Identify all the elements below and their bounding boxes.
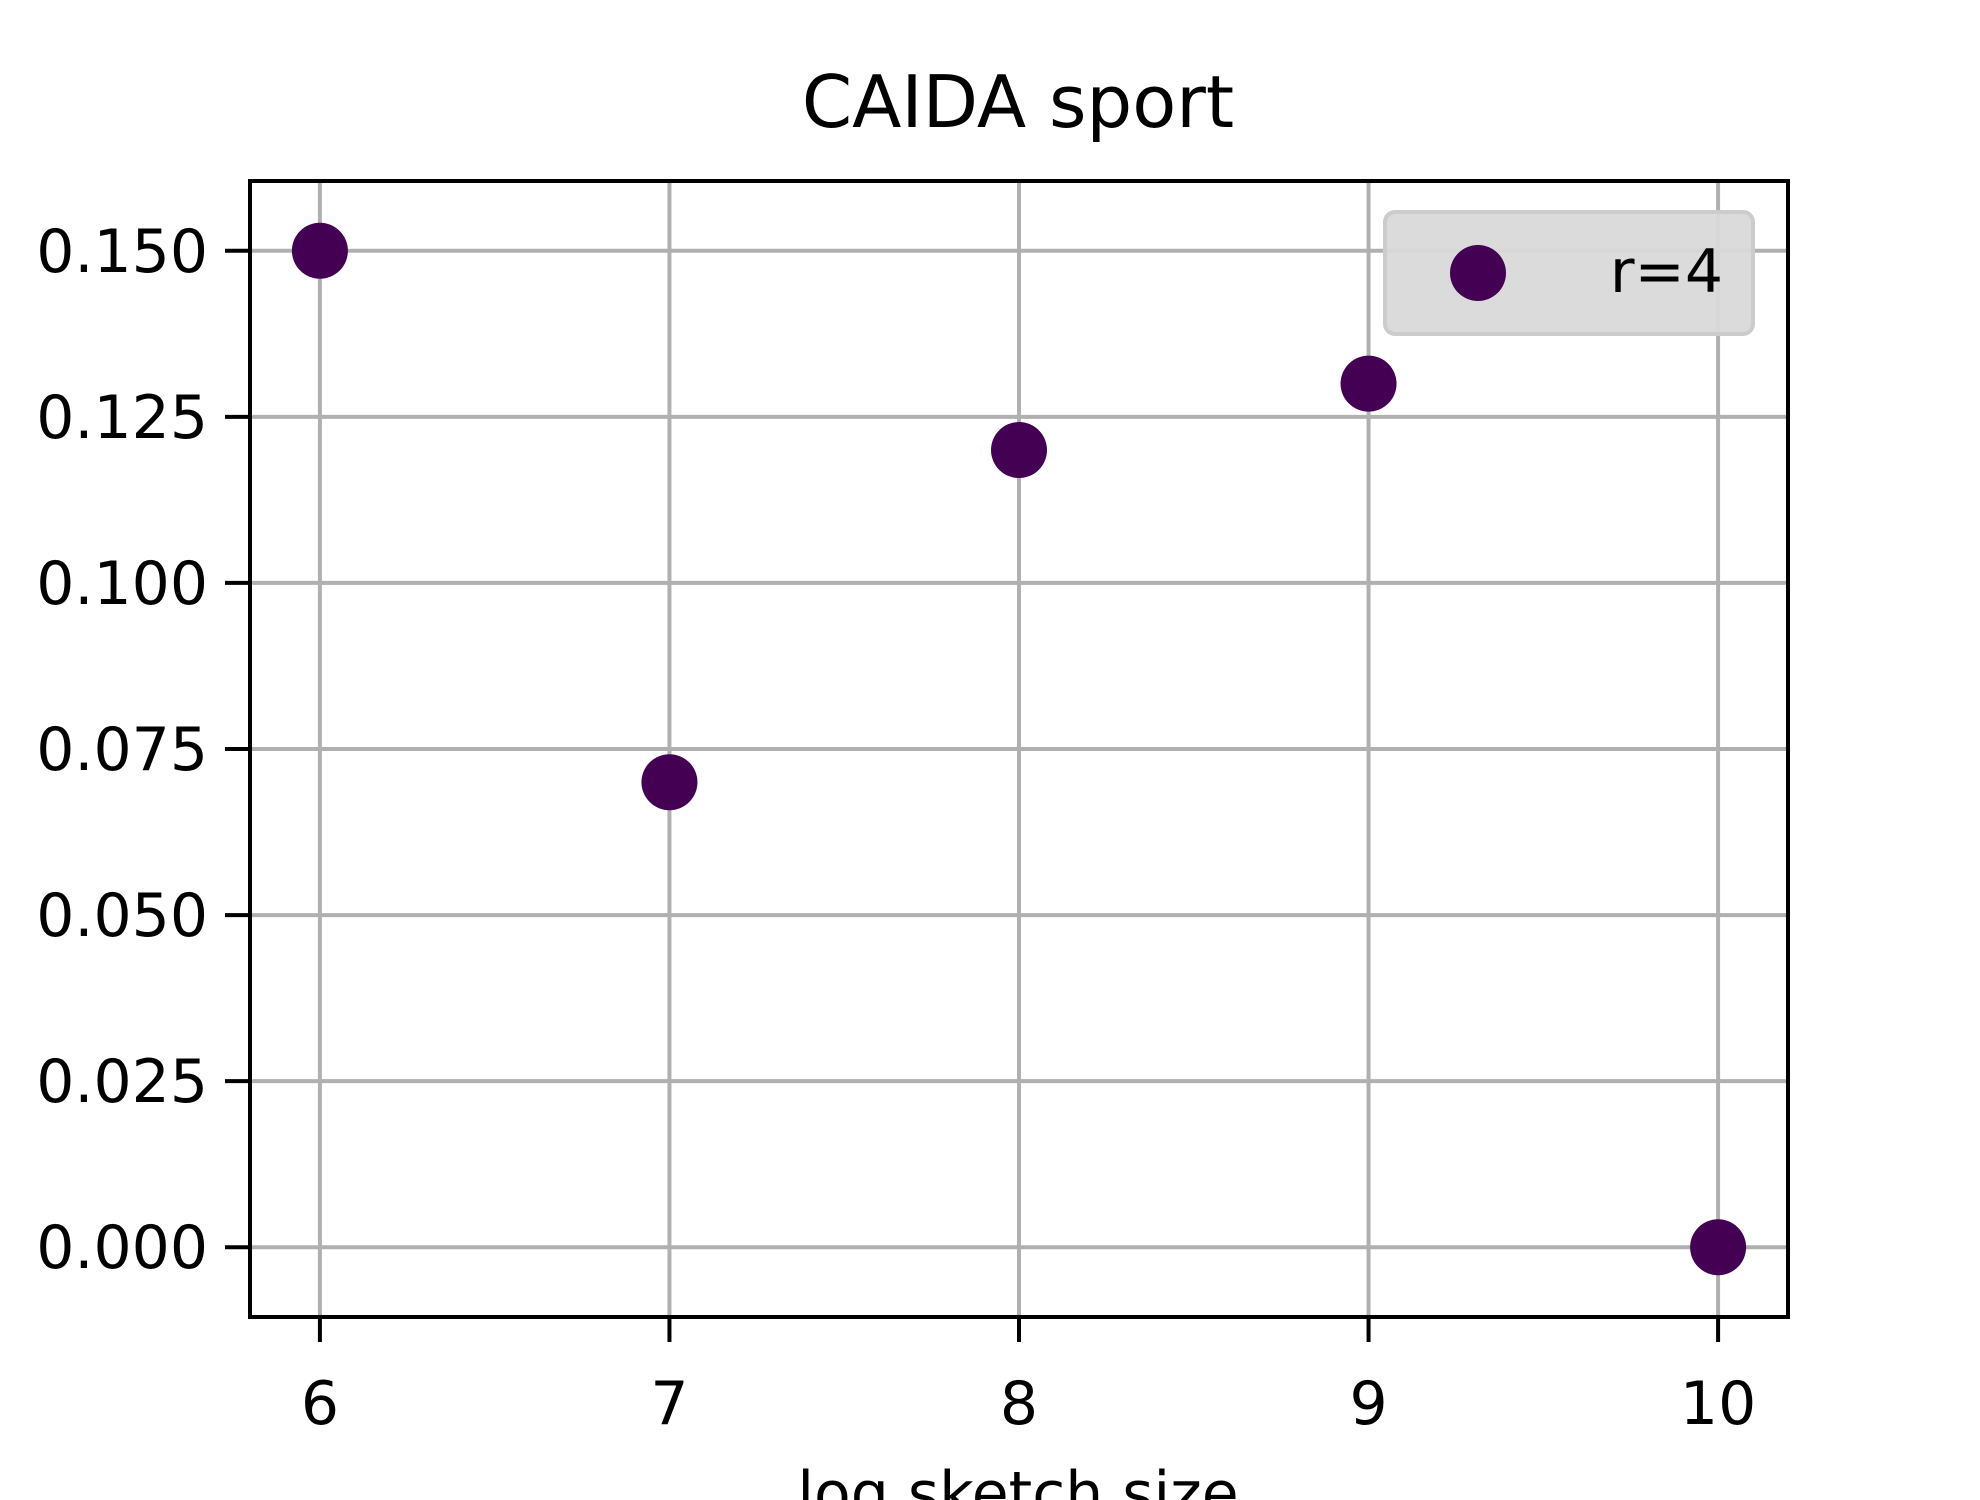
y-tick-label: 0.125 bbox=[36, 383, 208, 453]
y-tick-label: 0.050 bbox=[36, 881, 208, 951]
x-tick-label: 10 bbox=[1680, 1369, 1756, 1439]
x-tick-label: 6 bbox=[301, 1369, 339, 1439]
data-point bbox=[641, 754, 698, 811]
x-tick-label: 9 bbox=[1349, 1369, 1387, 1439]
y-axis-ticks: 0.000 0.025 0.050 0.075 0.100 0.125 0.150 bbox=[36, 217, 250, 1283]
data-point bbox=[991, 422, 1047, 479]
legend-box bbox=[1383, 210, 1755, 336]
data-point bbox=[1690, 1219, 1747, 1276]
data-point bbox=[1340, 355, 1397, 412]
x-axis-label: log sketch size bbox=[797, 1459, 1238, 1500]
y-tick-label: 0.000 bbox=[36, 1213, 208, 1283]
x-axis-ticks: 6 7 8 9 10 bbox=[301, 1317, 1756, 1439]
x-tick-label: 7 bbox=[650, 1369, 688, 1439]
data-point bbox=[291, 222, 348, 279]
y-tick-label: 0.100 bbox=[36, 549, 208, 619]
legend-marker bbox=[1450, 245, 1506, 301]
y-tick-label: 0.075 bbox=[36, 715, 208, 785]
y-tick-label: 0.150 bbox=[36, 217, 208, 287]
plot-frame bbox=[248, 179, 1790, 1319]
grid bbox=[250, 181, 1788, 1317]
y-tick-label: 0.025 bbox=[36, 1047, 208, 1117]
data-points bbox=[291, 222, 1747, 1276]
legend-label: r=4 bbox=[1610, 237, 1723, 307]
chart-title: CAIDA sport bbox=[802, 60, 1234, 144]
legend: r=4 bbox=[1383, 210, 1755, 336]
x-tick-label: 8 bbox=[1000, 1369, 1038, 1439]
